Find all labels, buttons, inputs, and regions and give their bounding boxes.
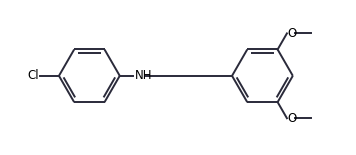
Text: O: O bbox=[288, 27, 297, 40]
Text: O: O bbox=[288, 112, 297, 125]
Text: NH: NH bbox=[135, 69, 152, 82]
Text: Cl: Cl bbox=[27, 69, 39, 82]
